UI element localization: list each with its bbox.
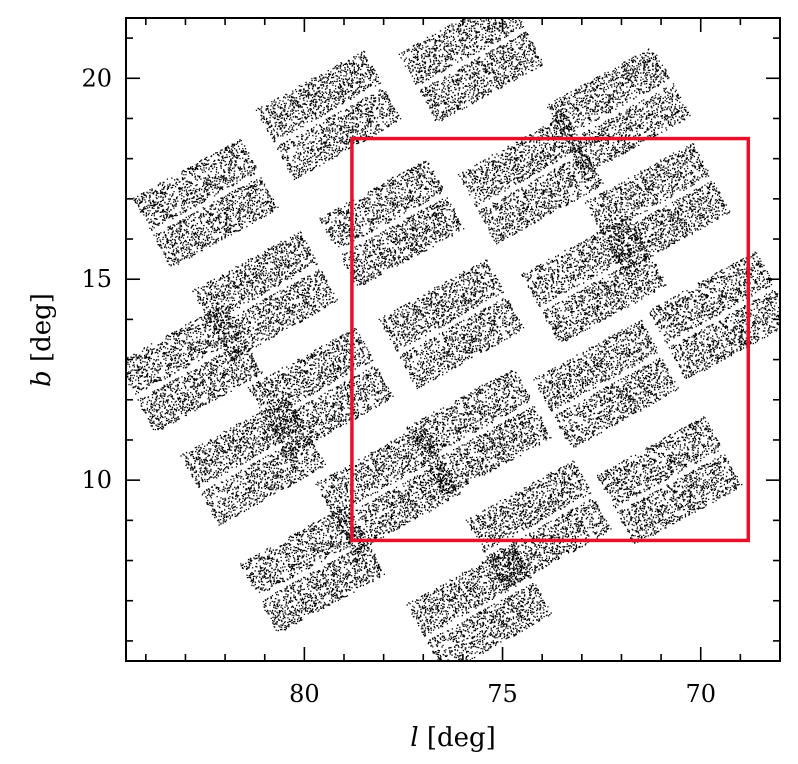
ccd-points: [133, 139, 279, 267]
ccd-points: [584, 143, 731, 271]
ccd-module: [649, 251, 780, 379]
ccd-points: [126, 305, 263, 431]
axis-ticks: [126, 18, 781, 661]
ccd-points: [180, 396, 326, 526]
x-axis-title: l [deg]: [410, 723, 496, 753]
ccd-points: [247, 328, 394, 458]
ccd-module: [533, 319, 679, 448]
ccd-module: [584, 143, 731, 271]
x-tick-label: 75: [487, 680, 518, 708]
ccd-points: [521, 216, 667, 342]
ccd-module: [521, 216, 667, 342]
ccd-module: [192, 231, 338, 361]
ccd-points: [465, 460, 612, 590]
ccd-points: [649, 251, 780, 379]
ccd-points: [255, 50, 402, 181]
ccd-module: [315, 424, 461, 552]
ccd-module: [465, 460, 612, 590]
y-tick-label: 20: [81, 64, 112, 92]
footprint-box-layer: [350, 136, 751, 543]
ccd-points: [533, 319, 679, 448]
ccd-points: [398, 18, 543, 122]
ccd-points: [192, 231, 338, 361]
x-tick-label: 80: [289, 680, 320, 708]
axis-tick-labels: 80 75 70 10 15 20: [81, 64, 716, 708]
ccd-module: [126, 305, 263, 431]
y-tick-label: 10: [81, 466, 112, 494]
ccd-module: [406, 370, 552, 495]
ccd-module: [255, 50, 402, 181]
x-tick-label: 70: [685, 680, 716, 708]
footprint-box: [350, 136, 751, 543]
y-tick-label: 15: [81, 265, 112, 293]
ccd-module: [457, 115, 604, 245]
plot-frame: [125, 17, 781, 662]
ccd-module: [406, 545, 552, 661]
ccd-points: [406, 370, 552, 495]
ccd-module: [596, 416, 743, 544]
ccd-module: [319, 160, 465, 286]
ccd-module: [247, 328, 394, 458]
ccd-points: [596, 416, 743, 544]
ccd-module: [378, 259, 525, 390]
ccd-module: [133, 139, 279, 267]
data-points-layer: [126, 18, 780, 661]
y-axis-title: b [deg]: [27, 293, 57, 387]
ccd-points: [319, 160, 465, 286]
ccd-module: [240, 506, 385, 632]
ccd-module: [180, 396, 326, 526]
ccd-points: [315, 424, 461, 552]
ccd-points: [240, 506, 385, 632]
ccd-points: [457, 115, 604, 245]
ccd-points: [406, 545, 552, 661]
ccd-points: [378, 259, 525, 390]
ccd-module: [398, 18, 543, 122]
